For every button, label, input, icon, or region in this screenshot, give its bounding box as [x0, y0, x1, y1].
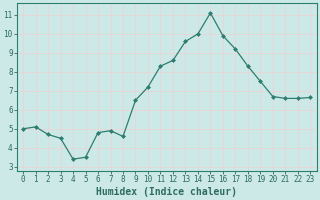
- X-axis label: Humidex (Indice chaleur): Humidex (Indice chaleur): [96, 186, 237, 197]
